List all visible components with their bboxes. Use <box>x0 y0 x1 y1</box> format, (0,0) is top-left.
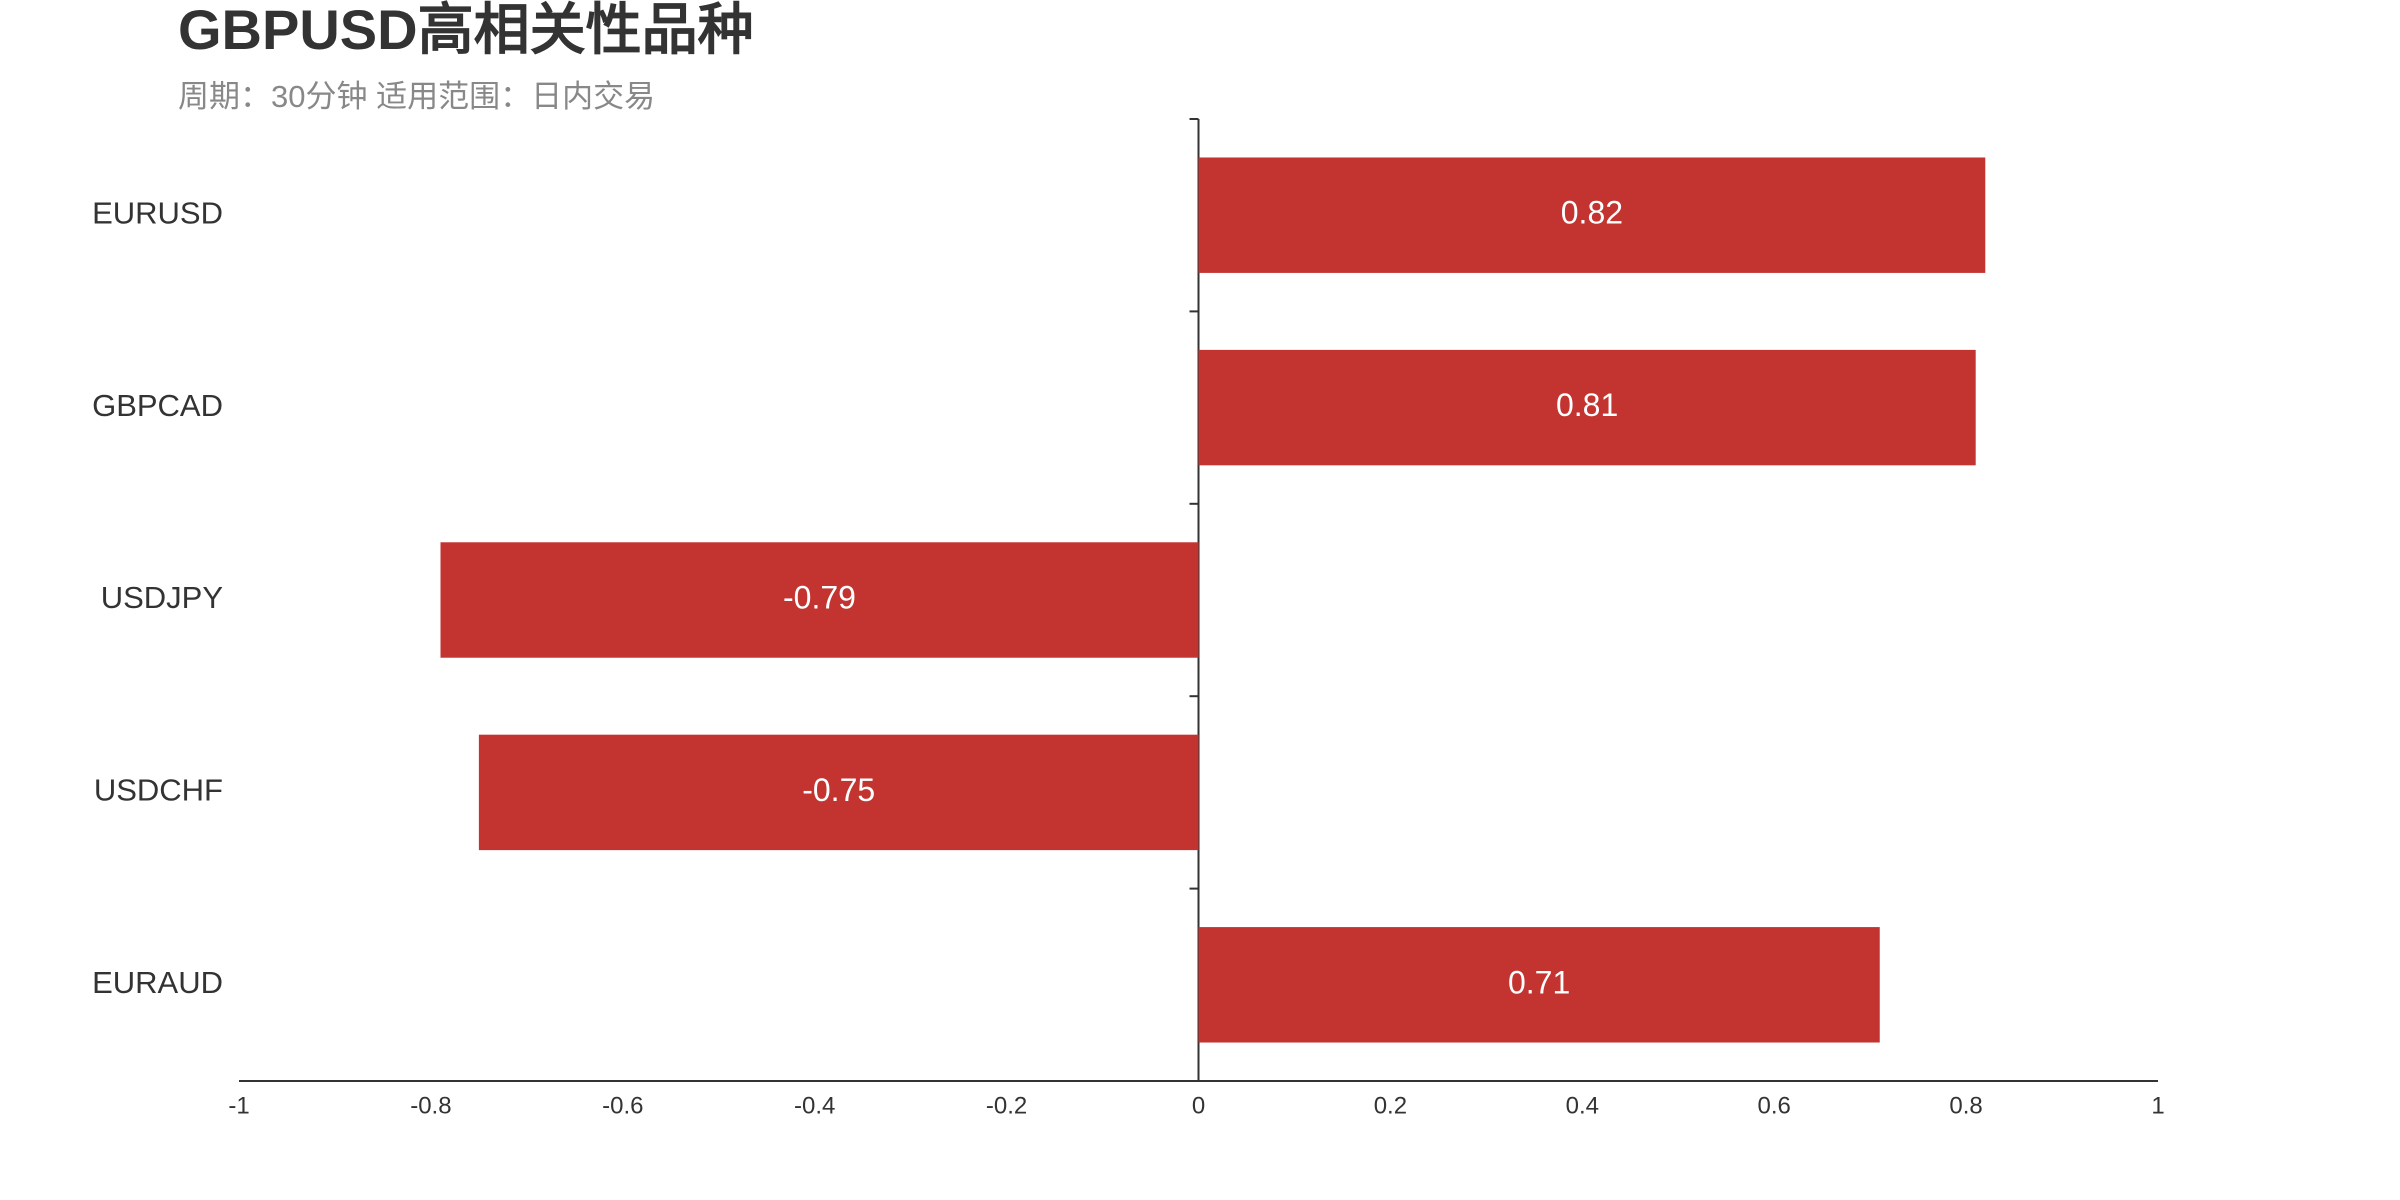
x-tick-label: -0.4 <box>794 1092 835 1119</box>
x-tick-label: -1 <box>228 1092 249 1119</box>
value-label: -0.75 <box>802 772 875 808</box>
bar <box>1198 927 1880 1043</box>
y-tick-label: EURUSD <box>92 195 223 230</box>
bar <box>440 542 1199 658</box>
x-tick-label: -0.8 <box>410 1092 451 1119</box>
bar <box>478 734 1199 851</box>
x-tick-label: -0.2 <box>986 1092 1027 1119</box>
x-tick-label: -0.6 <box>602 1092 643 1119</box>
y-tick-label: GBPCAD <box>92 388 223 423</box>
value-label: -0.79 <box>783 579 856 615</box>
value-label: 0.81 <box>1556 387 1618 423</box>
x-tick-label: 0.4 <box>1566 1092 1599 1119</box>
value-label: 0.82 <box>1561 195 1623 231</box>
chart-subtitle: 周期：30分钟 适用范围：日内交易 <box>178 79 655 114</box>
x-tick-label: 0.2 <box>1374 1092 1407 1119</box>
x-tick-label: 0.8 <box>1949 1092 1982 1119</box>
value-label: 0.71 <box>1508 964 1570 1000</box>
y-tick-label: USDCHF <box>94 773 223 808</box>
bar <box>1198 157 1986 273</box>
x-tick-label: 0 <box>1192 1092 1205 1119</box>
y-tick-label: USDJPY <box>101 580 223 615</box>
y-tick-label: EURAUD <box>92 965 223 1000</box>
chart-title: GBPUSD高相关性品种 <box>178 0 754 61</box>
bar <box>1198 349 1976 466</box>
x-tick-label: 1 <box>2151 1092 2164 1119</box>
x-tick-label: 0.6 <box>1758 1092 1791 1119</box>
